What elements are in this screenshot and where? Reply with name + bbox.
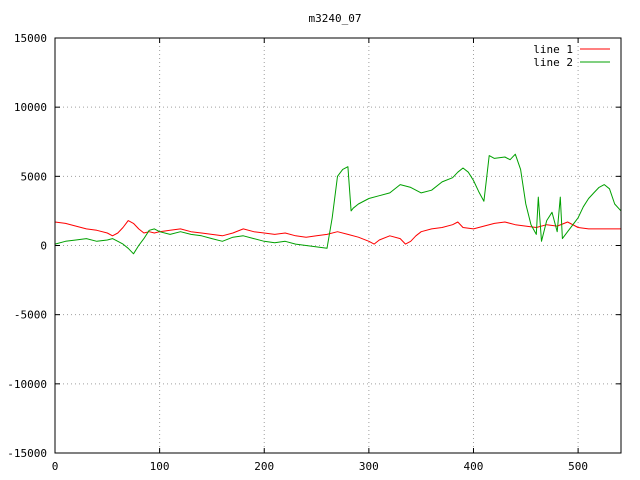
- x-tick-label: 200: [254, 460, 274, 473]
- x-tick-label: 100: [150, 460, 170, 473]
- x-tick-label: 300: [359, 460, 379, 473]
- y-tick-label: -15000: [7, 447, 47, 460]
- legend-label-1: line 1: [533, 43, 573, 56]
- chart-title: m3240_07: [309, 12, 362, 25]
- y-tick-label: 0: [40, 240, 47, 253]
- y-tick-label: -10000: [7, 378, 47, 391]
- series-group: [54, 153, 622, 255]
- y-tick-label: 15000: [14, 32, 47, 45]
- x-tick-label: 400: [464, 460, 484, 473]
- y-tick-label: -5000: [14, 309, 47, 322]
- grid: [55, 38, 621, 453]
- axis-ticks: 0 100 200 300 400 500 -15000 -10000 -5000 0 5000 10…: [7, 32, 621, 473]
- series-line-2: [54, 153, 622, 255]
- x-tick-label: 500: [568, 460, 588, 473]
- y-tick-label: 5000: [21, 170, 48, 183]
- x-tick-label: 0: [52, 460, 59, 473]
- y-tick-label: 10000: [14, 101, 47, 114]
- legend-label-2: line 2: [533, 56, 573, 69]
- series-line-1: [54, 220, 621, 245]
